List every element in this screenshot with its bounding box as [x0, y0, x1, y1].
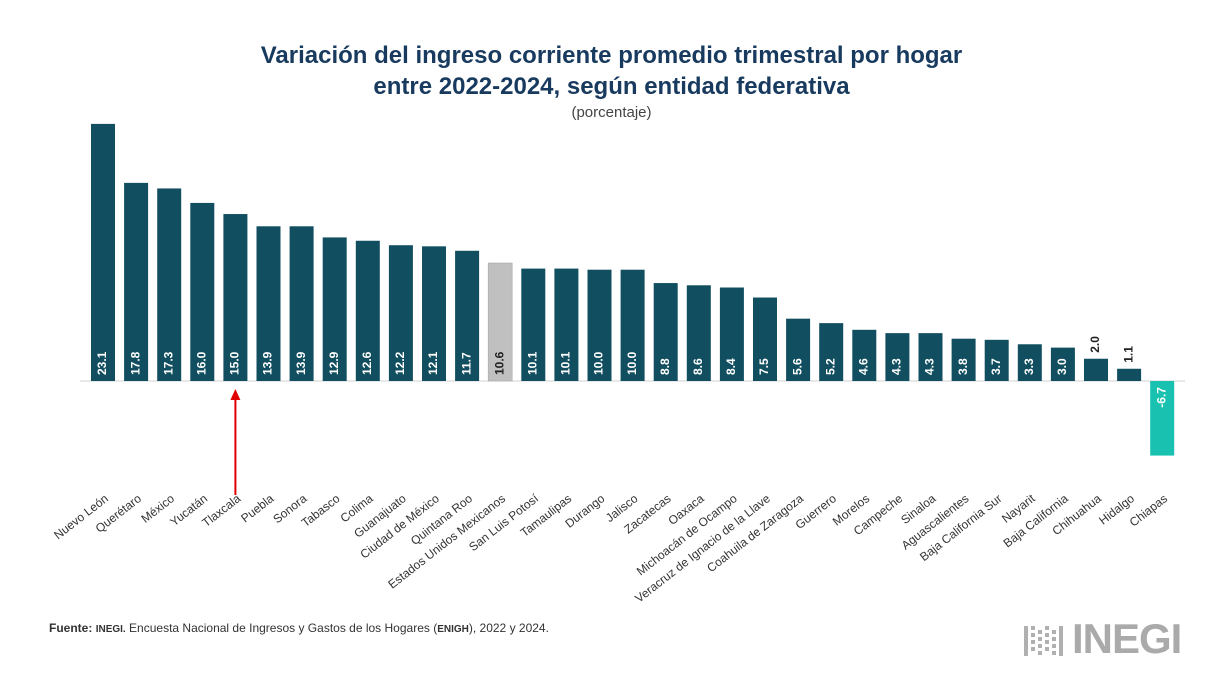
inegi-logo-text: INEGI [1072, 615, 1182, 662]
value-label: 3.8 [956, 358, 970, 375]
bar [786, 318, 811, 381]
value-label: 8.6 [691, 358, 705, 375]
bar [885, 333, 910, 381]
value-label: 16.0 [194, 351, 208, 375]
inegi-logo [1024, 626, 1063, 656]
value-label: 4.6 [856, 358, 870, 375]
bar [1150, 381, 1175, 456]
bar [455, 250, 480, 381]
value-label: 10.0 [592, 351, 606, 375]
bar [719, 287, 744, 381]
value-label: 3.3 [1022, 358, 1036, 375]
chart-subtitle: (porcentaje) [571, 104, 652, 121]
value-label: 5.6 [790, 358, 804, 375]
source-text-2: ), 2022 y 2024. [468, 621, 549, 635]
category-label: Chiapas [1127, 491, 1170, 529]
value-label: 13.9 [294, 351, 308, 375]
value-label: 10.1 [559, 351, 573, 375]
value-label: 2.0 [1088, 336, 1102, 353]
value-label: 17.3 [161, 351, 175, 375]
source-abbr: ENIGH [437, 624, 469, 635]
value-label: 5.2 [823, 358, 837, 375]
value-label: 10.6 [492, 351, 506, 375]
bar [620, 269, 645, 381]
value-label: 4.3 [923, 358, 937, 375]
bar [289, 226, 314, 381]
value-label: 12.2 [393, 351, 407, 375]
chart-title-line-2: entre 2022-2024, según entidad federativ… [373, 73, 850, 100]
value-label: 12.1 [426, 351, 440, 375]
source-note: Fuente: INEGI. Encuesta Nacional de Ingr… [49, 621, 549, 635]
value-label: 15.0 [228, 351, 242, 375]
value-label: 7.5 [757, 358, 771, 375]
bar [1017, 344, 1042, 381]
bar [753, 297, 777, 381]
bar [355, 240, 380, 381]
bar [1084, 358, 1108, 381]
value-label: 17.8 [128, 351, 142, 375]
bar [951, 338, 976, 381]
bar [422, 246, 446, 381]
bar [322, 237, 347, 381]
category-label: Puebla [238, 491, 276, 525]
value-label: 4.3 [890, 358, 904, 375]
source-prefix: Fuente: [49, 621, 93, 635]
bar [984, 339, 1009, 381]
value-label: 8.8 [658, 358, 672, 375]
value-label: 1.1 [1121, 346, 1135, 363]
bar [918, 333, 943, 381]
source-org: INEGI. [95, 624, 126, 635]
source-text-1: Encuesta Nacional de Ingresos y Gastos d… [125, 621, 438, 635]
value-label: 13.9 [261, 351, 275, 375]
highlight-arrow-head [230, 389, 241, 400]
value-label: 11.7 [459, 352, 473, 375]
bar [852, 329, 877, 381]
bar [388, 245, 413, 381]
bar [521, 268, 546, 381]
value-label: 10.0 [625, 351, 639, 375]
bar [124, 182, 149, 381]
value-label: -6.7 [1154, 387, 1168, 408]
chart-title-line-1: Variación del ingreso corriente promedio… [260, 42, 963, 69]
category-label: Tabasco [299, 491, 343, 530]
bar [223, 214, 248, 381]
bar [686, 285, 711, 381]
bar [819, 323, 844, 381]
value-label: 3.7 [989, 358, 1003, 375]
bar [1117, 368, 1142, 381]
bar [487, 262, 513, 382]
bar [587, 269, 612, 381]
bar [256, 226, 281, 381]
value-label: 12.6 [360, 351, 374, 375]
bar [1050, 347, 1075, 381]
category-label: Tlaxcala [199, 491, 243, 530]
bar [554, 268, 579, 381]
value-label: 3.0 [1055, 358, 1069, 375]
bar [190, 202, 215, 381]
bar [157, 188, 182, 381]
value-label: 10.1 [525, 351, 539, 375]
value-label: 23.1 [95, 351, 109, 375]
value-label: 12.9 [327, 351, 341, 375]
value-label: 8.4 [724, 358, 738, 375]
bar [91, 123, 115, 381]
bar [653, 283, 678, 381]
